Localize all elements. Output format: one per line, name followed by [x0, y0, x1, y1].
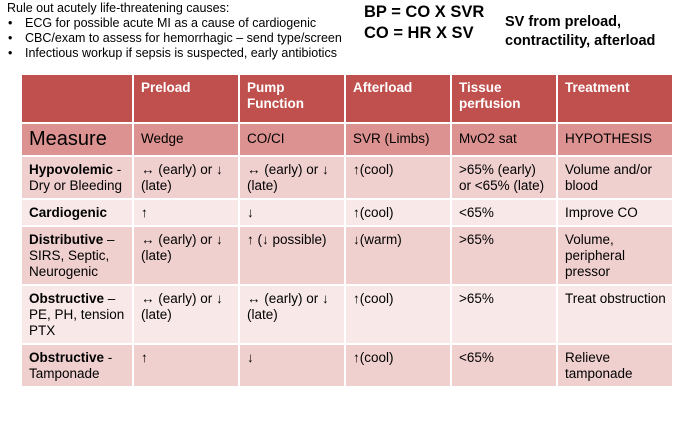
shock-type-name: Hypovolemic	[29, 162, 114, 177]
table-cell: SVR (Limbs)	[344, 122, 452, 157]
column-header: Afterload	[344, 73, 452, 124]
table-cell: ↔ (early) or ↓ (late)	[238, 284, 346, 345]
shock-type-cell: Obstructive – PE, PH, tension PTX	[20, 284, 134, 345]
table-cell: <65%	[450, 198, 558, 227]
table-cell: CO/CI	[238, 122, 346, 157]
table-cell: ↑(cool)	[344, 155, 452, 200]
table-cell: MvO2 sat	[450, 122, 558, 157]
shock-type-detail: - Dry or Bleeding	[29, 162, 123, 193]
bullet-icon: •	[8, 46, 13, 60]
bp-formula: BP = CO X SVR	[364, 3, 485, 21]
table-cell: Wedge	[132, 122, 240, 157]
table-row: Distributive – SIRS, Septic, Neurogenic …	[20, 225, 674, 286]
table-header-row: Preload Pump Function Afterload Tissue p…	[20, 73, 674, 124]
table-row: Cardiogenic ↑ ↓ ↑(cool) <65% Improve CO	[20, 198, 674, 227]
table-cell: ↑	[132, 343, 240, 388]
table-cell: Volume and/or blood	[556, 155, 674, 200]
shock-type-name: Obstructive	[29, 291, 105, 306]
bullet-icon: •	[8, 16, 13, 30]
table-cell: Relieve tamponade	[556, 343, 674, 388]
table-cell: ↑(cool)	[344, 284, 452, 345]
table-cell: ↑	[132, 198, 240, 227]
table-row: Hypovolemic - Dry or Bleeding ↔ (early) …	[20, 155, 674, 200]
table-cell: ↔ (early) or ↓ (late)	[132, 284, 240, 345]
table-cell: ↔ (early) or ↓ (late)	[238, 155, 346, 200]
column-header: Tissue perfusion	[450, 73, 558, 124]
list-item: • Infectious workup if sepsis is suspecte…	[8, 46, 337, 60]
list-item: • CBC/exam to assess for hemorrhagic – se…	[8, 31, 342, 45]
table-cell: Treat obstruction	[556, 284, 674, 345]
column-header: Treatment	[556, 73, 674, 124]
table-cell: ↓	[238, 343, 346, 388]
shock-type-cell: Distributive – SIRS, Septic, Neurogenic	[20, 225, 134, 286]
table-cell: Volume, peripheral pressor	[556, 225, 674, 286]
table-row: Obstructive – PE, PH, tension PTX ↔ (ear…	[20, 284, 674, 345]
table-cell: <65%	[450, 343, 558, 388]
sv-note-line: SV from preload,	[505, 14, 622, 30]
table-row: Obstructive - Tamponade ↑ ↓ ↑(cool) <65%…	[20, 343, 674, 388]
column-header: Pump Function	[238, 73, 346, 124]
table-cell: ↓	[238, 198, 346, 227]
table-cell: >65%	[450, 225, 558, 286]
hemodynamic-formulas: BP = CO X SVR CO = HR X SV	[364, 2, 484, 44]
column-header	[20, 73, 134, 124]
table-cell: HYPOTHESIS	[556, 122, 674, 157]
shock-table: Preload Pump Function Afterload Tissue p…	[20, 73, 674, 388]
shock-type-name: Cardiogenic	[29, 205, 108, 220]
table-cell: ↑(cool)	[344, 198, 452, 227]
measure-label: Measure	[20, 122, 134, 157]
column-header: Preload	[132, 73, 240, 124]
shock-type-name: Distributive	[29, 232, 104, 247]
bullet-icon: •	[8, 31, 13, 45]
table-cell: ↔ (early) or ↓ (late)	[132, 155, 240, 200]
sv-note-line: contractility, afterload	[505, 33, 656, 49]
shock-type-detail: – PE, PH, tension PTX	[29, 291, 125, 338]
table-cell: ↓(warm)	[344, 225, 452, 286]
table-cell: Improve CO	[556, 198, 674, 227]
measure-row: Measure Wedge CO/CI SVR (Limbs) MvO2 sat…	[20, 122, 674, 157]
shock-type-detail: - Tamponade	[29, 350, 113, 381]
co-formula: CO = HR X SV	[364, 24, 474, 42]
shock-type-detail: – SIRS, Septic, Neurogenic	[29, 232, 115, 279]
table-cell: ↔ (early) or ↓ (late)	[132, 225, 240, 286]
shock-type-cell: Cardiogenic	[20, 198, 134, 227]
table-cell: >65%	[450, 284, 558, 345]
list-item: • ECG for possible acute MI as a cause of…	[8, 16, 317, 30]
intro-block: Rule out acutely life-threatening causes…	[7, 1, 342, 61]
table-cell: ↑ (↓ possible)	[238, 225, 346, 286]
shock-type-cell: Obstructive - Tamponade	[20, 343, 134, 388]
sv-note: SV from preload, contractility, afterloa…	[505, 13, 655, 51]
intro-heading: Rule out acutely life-threatening causes…	[7, 1, 230, 15]
table-cell: >65% (early) or <65% (late)	[450, 155, 558, 200]
table-cell: ↑(cool)	[344, 343, 452, 388]
shock-type-cell: Hypovolemic - Dry or Bleeding	[20, 155, 134, 200]
intro-bullet-list: • ECG for possible acute MI as a cause of…	[7, 16, 342, 61]
shock-type-name: Obstructive	[29, 350, 105, 365]
